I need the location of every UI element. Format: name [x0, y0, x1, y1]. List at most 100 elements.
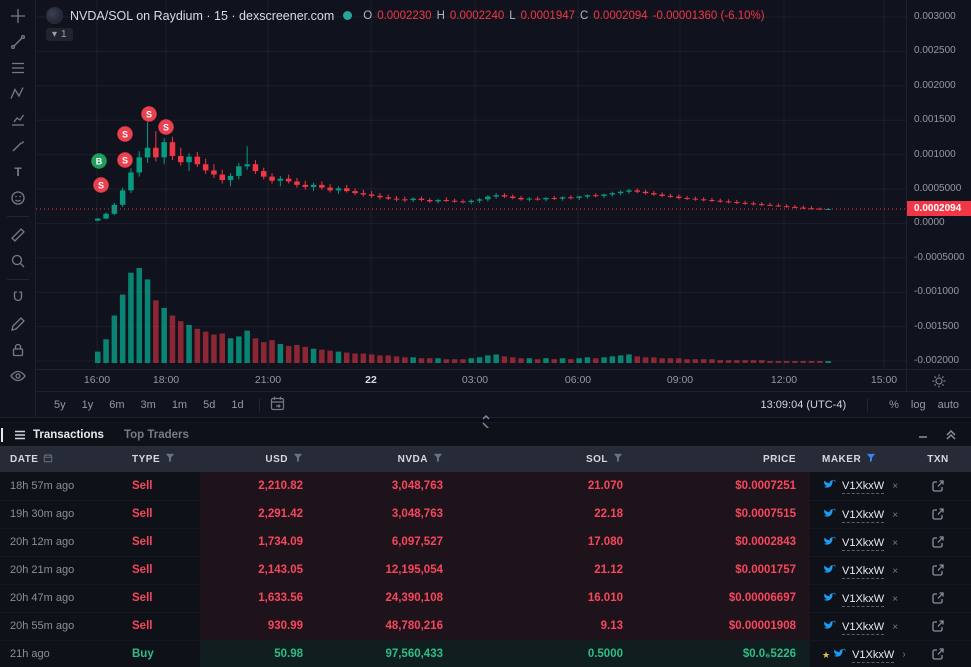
range-6m-button[interactable]: 6m: [109, 398, 125, 411]
maker-address-link[interactable]: V1XkxW: [842, 564, 885, 579]
maker-filter-remove-icon[interactable]: ×: [892, 565, 899, 577]
tx-explorer-link[interactable]: [905, 612, 971, 640]
crosshair-tool-button[interactable]: [4, 5, 32, 27]
maker-address-link[interactable]: V1XkxW: [842, 620, 885, 635]
sell-marker[interactable]: [92, 176, 110, 194]
tx-explorer-link[interactable]: [905, 472, 971, 500]
maker-filter-remove-icon[interactable]: ×: [892, 537, 899, 549]
crosshair-icon: [10, 9, 25, 23]
external-link-icon: [932, 620, 944, 632]
tab-transactions[interactable]: Transactions: [3, 423, 114, 446]
zoom-tool-button[interactable]: [4, 250, 32, 272]
svg-text:S: S: [163, 123, 169, 133]
tx-explorer-link[interactable]: [905, 640, 971, 667]
maker-filter-remove-icon[interactable]: ×: [892, 621, 899, 633]
transaction-row[interactable]: 21h ago Buy 50.98 97,560,433 0.5000 $0.0₆5226…: [0, 640, 971, 667]
twitter-bird-icon[interactable]: [822, 592, 837, 605]
tx-token-amount: 24,390,108: [325, 584, 465, 612]
eye-tool-button[interactable]: [4, 365, 32, 387]
long-position-tool-button[interactable]: [4, 109, 32, 131]
transaction-row[interactable]: 20h 47m ago Sell 1,633.56 24,390,108 16.010 $…: [0, 584, 971, 612]
maker-filter-remove-icon[interactable]: ×: [892, 593, 899, 605]
chevron-down-icon: ▾: [52, 29, 58, 40]
text-tool-button[interactable]: T: [4, 161, 32, 183]
maker-filter-remove-icon[interactable]: ×: [892, 509, 899, 521]
type-filter-icon[interactable]: [165, 453, 175, 463]
expand-panel-icon[interactable]: [945, 428, 957, 441]
sell-marker[interactable]: [116, 125, 134, 143]
transaction-row[interactable]: 18h 57m ago Sell 2,210.82 3,048,763 21.070 $0…: [0, 472, 971, 500]
maker-address-link[interactable]: V1XkxW: [842, 536, 885, 551]
col-txn: TXN: [927, 453, 949, 465]
maker-filter-icon[interactable]: [866, 453, 876, 463]
close-label: C: [580, 9, 589, 22]
price-axis-label: 0.001500: [914, 114, 956, 126]
svg-text:S: S: [146, 110, 152, 120]
maker-filter-remove-icon[interactable]: ×: [892, 481, 899, 493]
date-filter-icon[interactable]: [43, 453, 53, 463]
transaction-row[interactable]: 20h 55m ago Sell 930.99 48,780,216 9.13 $0.00…: [0, 612, 971, 640]
tx-explorer-link[interactable]: [905, 528, 971, 556]
fib-retracement-tool-button[interactable]: [4, 57, 32, 79]
twitter-bird-icon[interactable]: [822, 620, 837, 633]
tx-type: Sell: [118, 472, 200, 500]
twitter-bird-icon[interactable]: [822, 508, 837, 521]
twitter-bird-icon[interactable]: [832, 648, 847, 661]
chart-title[interactable]: NVDA/SOL on Raydium · 15 · dexscreener.c…: [70, 8, 335, 23]
minimize-icon[interactable]: [917, 429, 929, 441]
lock-tool-button[interactable]: [4, 339, 32, 361]
range-1y-button[interactable]: 1y: [81, 398, 94, 411]
range-1m-button[interactable]: 1m: [171, 398, 188, 411]
range-1d-button[interactable]: 1d: [231, 398, 244, 411]
pattern-tool-button[interactable]: [4, 83, 32, 105]
panel-resize-handle[interactable]: [477, 412, 495, 429]
maker-address-link[interactable]: V1XkxW: [842, 480, 885, 495]
buy-marker[interactable]: [90, 152, 108, 170]
twitter-bird-icon[interactable]: [822, 536, 837, 549]
magnet-tool-button[interactable]: [4, 287, 32, 309]
maker-address-link[interactable]: V1XkxW: [842, 508, 885, 523]
go-to-date-button[interactable]: [269, 395, 286, 415]
measure-tool-button[interactable]: [4, 224, 32, 246]
maker-address-link[interactable]: V1XkxW: [842, 592, 885, 607]
edit-tool-button[interactable]: [4, 313, 32, 335]
transaction-row[interactable]: 19h 30m ago Sell 2,291.42 3,048,763 22.18 $0.…: [0, 500, 971, 528]
sell-marker[interactable]: [157, 118, 175, 136]
gear-icon[interactable]: [931, 373, 947, 389]
nvda-filter-icon[interactable]: [433, 453, 443, 463]
emoji-tool-button[interactable]: [4, 187, 32, 209]
candlestick-chart[interactable]: B S S S S S: [36, 0, 906, 369]
sol-filter-icon[interactable]: [613, 453, 623, 463]
sell-marker[interactable]: [116, 151, 134, 169]
maker-filter-remove-icon[interactable]: ×: [902, 650, 905, 661]
brush-tool-button[interactable]: [4, 135, 32, 157]
range-3m-button[interactable]: 3m: [140, 398, 156, 411]
clock[interactable]: 13:09:04 (UTC-4): [760, 398, 847, 411]
transaction-row[interactable]: 20h 12m ago Sell 1,734.09 6,097,527 17.080 $0…: [0, 528, 971, 556]
tab-top-traders[interactable]: Top Traders: [114, 423, 199, 446]
twitter-bird-icon[interactable]: [822, 564, 837, 577]
percent-scale-button[interactable]: %: [889, 398, 899, 411]
chart-canvas[interactable]: B S S S S S NVDA/SOL on Raydium · 15 · dexscr…: [36, 0, 906, 369]
text-icon: T: [14, 165, 22, 179]
twitter-bird-icon[interactable]: [822, 479, 837, 492]
tx-token-amount: 6,097,527: [325, 528, 465, 556]
auto-scale-button[interactable]: auto: [937, 398, 959, 411]
long-position-icon: [11, 114, 24, 126]
range-5d-button[interactable]: 5d: [203, 398, 216, 411]
range-5y-button[interactable]: 5y: [54, 398, 66, 411]
maker-address-link[interactable]: V1XkxW: [852, 648, 895, 663]
log-scale-button[interactable]: log: [910, 398, 926, 411]
tx-type: Sell: [118, 528, 200, 556]
tx-explorer-link[interactable]: [905, 556, 971, 584]
price-axis[interactable]: 0.003000 0.002500 0.002000 0.001500 0.001000…: [906, 0, 971, 369]
trend-line-tool-button[interactable]: [4, 31, 32, 53]
time-axis[interactable]: 16:00 18:00 21:00 22 03:00 06:00 09:00 12:00 15:…: [36, 369, 906, 391]
transaction-row[interactable]: 20h 21m ago Sell 2,143.05 12,195,054 21.12 $0…: [0, 556, 971, 584]
legend-collapse-button[interactable]: ▾ 1: [46, 28, 73, 41]
sell-marker[interactable]: [140, 105, 158, 123]
tx-explorer-link[interactable]: [905, 500, 971, 528]
footer-divider: [258, 397, 260, 412]
usd-filter-icon[interactable]: [293, 453, 303, 463]
tx-explorer-link[interactable]: [905, 584, 971, 612]
